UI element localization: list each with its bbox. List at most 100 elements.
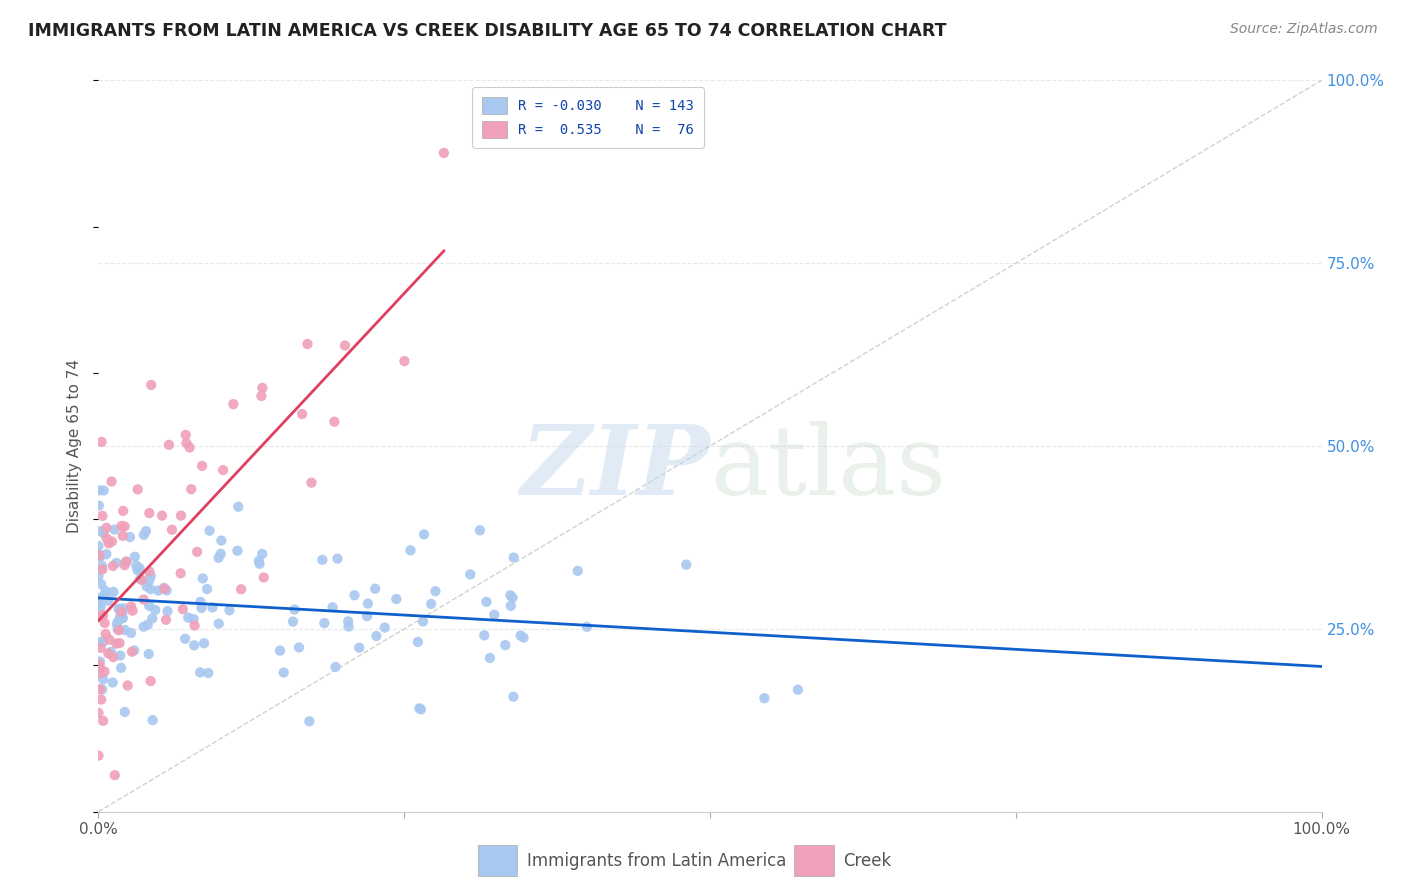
Point	[131, 573, 153, 587]
Point	[413, 527, 436, 541]
Point	[250, 389, 273, 403]
Point	[89, 661, 111, 675]
Point	[138, 647, 160, 661]
Point	[90, 640, 112, 655]
Point	[226, 543, 249, 558]
Point	[138, 574, 160, 588]
Point	[98, 632, 121, 647]
Point	[139, 582, 162, 597]
Text: Creek: Creek	[844, 852, 891, 870]
Point	[333, 338, 356, 352]
Point	[502, 550, 524, 565]
Point	[90, 599, 112, 614]
Point	[190, 601, 212, 615]
Point	[112, 504, 135, 518]
Point	[136, 617, 159, 632]
Point	[101, 534, 124, 549]
Point	[675, 558, 697, 572]
Point	[103, 584, 125, 599]
Point	[89, 524, 111, 538]
Point	[114, 558, 136, 573]
Point	[87, 597, 110, 611]
Point	[91, 635, 114, 649]
Point	[394, 354, 416, 368]
Point	[269, 643, 291, 657]
Point	[132, 528, 155, 542]
Point	[183, 612, 205, 626]
Point	[299, 475, 322, 490]
Point	[91, 714, 114, 728]
Point	[475, 595, 498, 609]
Point	[288, 640, 311, 655]
Point	[93, 483, 115, 498]
Point	[91, 562, 114, 576]
Point	[575, 620, 598, 634]
Point	[89, 635, 111, 649]
Point	[160, 523, 183, 537]
Point	[148, 583, 170, 598]
Point	[96, 547, 118, 561]
Point	[252, 547, 274, 561]
Text: ZIP: ZIP	[520, 421, 710, 515]
Point	[108, 601, 131, 615]
Point	[226, 500, 249, 514]
Point	[112, 601, 135, 615]
Point	[179, 441, 201, 455]
Point	[297, 337, 319, 351]
Point	[249, 557, 271, 571]
Point	[89, 549, 111, 564]
Point	[412, 615, 434, 629]
Point	[97, 647, 120, 661]
Point	[127, 563, 149, 577]
Point	[110, 661, 132, 675]
Point	[176, 436, 198, 450]
Point	[478, 651, 501, 665]
Point	[323, 415, 346, 429]
Point	[87, 597, 110, 611]
Point	[105, 556, 128, 570]
Point	[111, 611, 134, 625]
Point	[90, 434, 112, 449]
Point	[110, 605, 132, 619]
Point	[209, 547, 232, 561]
Point	[120, 599, 142, 614]
Point	[105, 636, 128, 650]
Text: atlas: atlas	[710, 421, 946, 515]
Text: IMMIGRANTS FROM LATIN AMERICA VS CREEK DISABILITY AGE 65 TO 74 CORRELATION CHART: IMMIGRANTS FROM LATIN AMERICA VS CREEK D…	[28, 22, 946, 40]
Point	[101, 558, 124, 573]
Point	[156, 583, 179, 598]
Point	[103, 650, 125, 665]
Point	[100, 475, 122, 489]
Point	[114, 705, 136, 719]
Point	[186, 545, 208, 559]
Point	[222, 397, 245, 411]
Point	[115, 555, 138, 569]
Point	[155, 613, 177, 627]
Point	[87, 609, 110, 624]
Point	[484, 607, 506, 622]
Point	[135, 579, 157, 593]
Point	[156, 604, 179, 618]
Point	[110, 609, 132, 624]
Point	[87, 569, 110, 583]
Point	[89, 682, 111, 697]
Point	[499, 599, 522, 613]
Point	[107, 623, 129, 637]
Point	[143, 603, 166, 617]
Point	[108, 636, 131, 650]
Point	[247, 554, 270, 568]
Point	[253, 570, 276, 584]
Point	[139, 674, 162, 689]
Point	[153, 581, 176, 595]
Point	[97, 536, 120, 550]
Point	[420, 597, 443, 611]
Text: Immigrants from Latin America: Immigrants from Latin America	[527, 852, 786, 870]
Point	[121, 604, 143, 618]
Point	[208, 616, 231, 631]
Point	[87, 539, 110, 553]
Point	[174, 428, 197, 442]
Point	[128, 561, 150, 575]
Point	[385, 592, 408, 607]
Point	[111, 611, 134, 625]
Point	[198, 524, 221, 538]
